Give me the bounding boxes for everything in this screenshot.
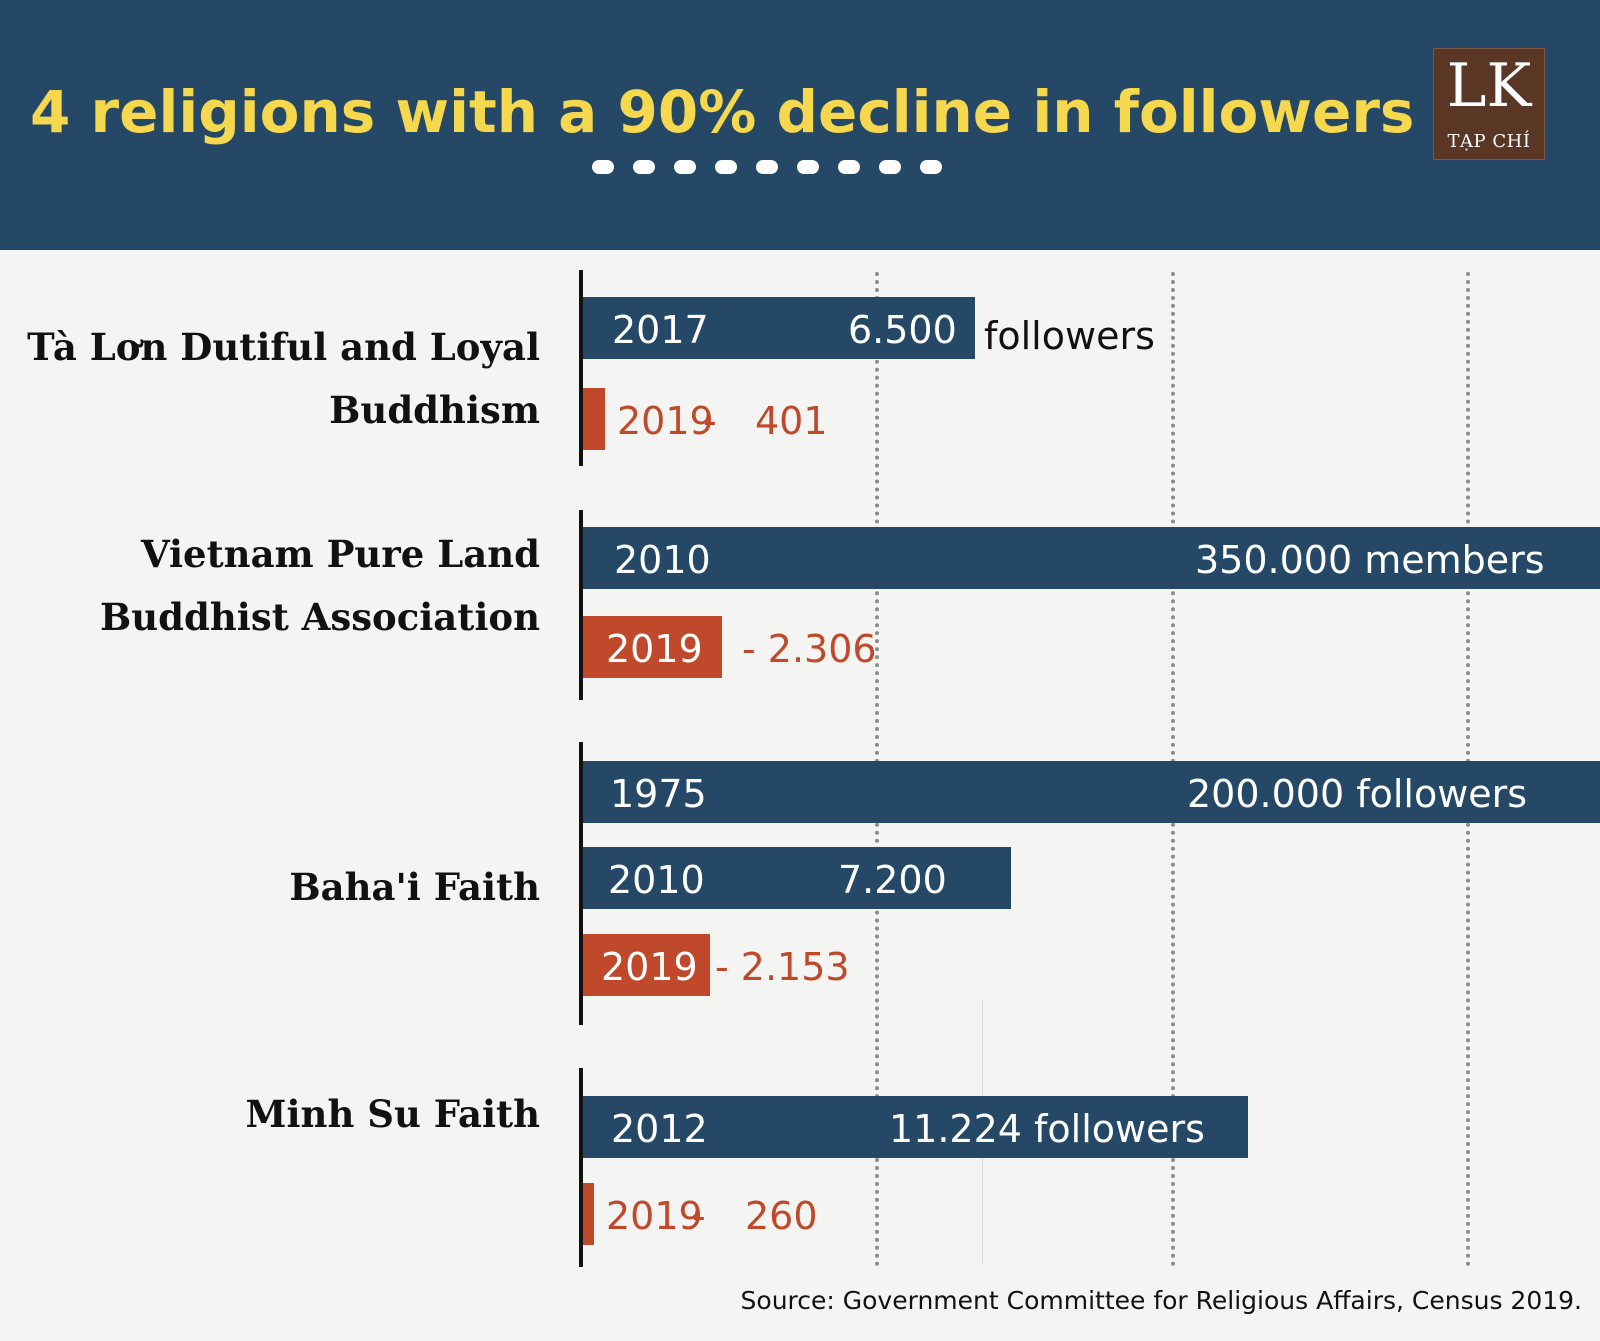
title-dot <box>920 160 942 174</box>
bar-value-label: 7.200 <box>838 858 947 902</box>
category-label: Buddhist Association <box>99 595 540 639</box>
bar-year-label: 2010 <box>608 858 705 902</box>
bar-earlier <box>583 1096 1248 1158</box>
bar-year-label: 2012 <box>611 1107 708 1151</box>
source-note: Source: Government Committee for Religio… <box>740 1286 1582 1315</box>
logo-text: TẠP CHÍ <box>1447 131 1531 152</box>
bar-earlier <box>583 297 975 359</box>
bar-separator: - <box>703 399 717 443</box>
bar-year-label: 2019 <box>617 399 714 443</box>
bar-value-label: 350.000 members <box>1195 538 1545 582</box>
brand-logo: LK TẠP CHÍ <box>1433 48 1545 160</box>
title-dot <box>838 160 860 174</box>
category-axis <box>579 510 583 700</box>
category-label: Baha'i Faith <box>289 865 540 909</box>
category-label: Minh Su Faith <box>245 1092 540 1136</box>
category-axis <box>579 1068 583 1267</box>
bar-latest <box>583 388 605 450</box>
bar-year-label: 2019 <box>606 627 703 671</box>
bar-value-label: 6.500 <box>848 308 957 352</box>
logo-mark: LK <box>1446 51 1532 121</box>
bar-separator: - <box>692 1194 706 1238</box>
bar-unit-label: followers <box>984 314 1155 358</box>
bar-earlier <box>583 847 1011 909</box>
bar-value-label: 401 <box>755 399 828 443</box>
bar-value-label: 200.000 followers <box>1187 772 1528 816</box>
category-label: Vietnam Pure Land <box>140 532 540 576</box>
category-axis <box>579 270 583 466</box>
category-label: Tà Lơn Dutiful and Loyal <box>27 325 540 369</box>
title-dot <box>674 160 696 174</box>
bar-earlier <box>583 761 1600 823</box>
title-dot <box>715 160 737 174</box>
bar-year-label: 2010 <box>614 538 711 582</box>
bar-year-label: 1975 <box>610 772 707 816</box>
bar-value-label: - 2.153 <box>715 945 850 989</box>
bar-year-label: 2019 <box>601 945 698 989</box>
bar-year-label: 2019 <box>606 1194 703 1238</box>
bar-value-label: 11.224 followers <box>889 1107 1205 1151</box>
title-dot <box>633 160 655 174</box>
bar-earlier <box>583 527 1600 589</box>
header-banner: 4 religions with a 90% decline in follow… <box>0 0 1600 250</box>
title-dot <box>592 160 614 174</box>
page-title: 4 religions with a 90% decline in follow… <box>30 78 1415 146</box>
title-dot <box>756 160 778 174</box>
bar-latest <box>583 616 722 678</box>
bar-latest <box>583 1183 594 1245</box>
bar-year-label: 2017 <box>612 308 709 352</box>
bar-value-label: 260 <box>745 1194 818 1238</box>
bar-value-label: - 2.306 <box>742 627 877 671</box>
title-dot <box>879 160 901 174</box>
category-axis <box>579 742 583 1025</box>
category-label: Buddhism <box>329 388 540 432</box>
bar-latest <box>583 934 710 996</box>
title-dot <box>797 160 819 174</box>
